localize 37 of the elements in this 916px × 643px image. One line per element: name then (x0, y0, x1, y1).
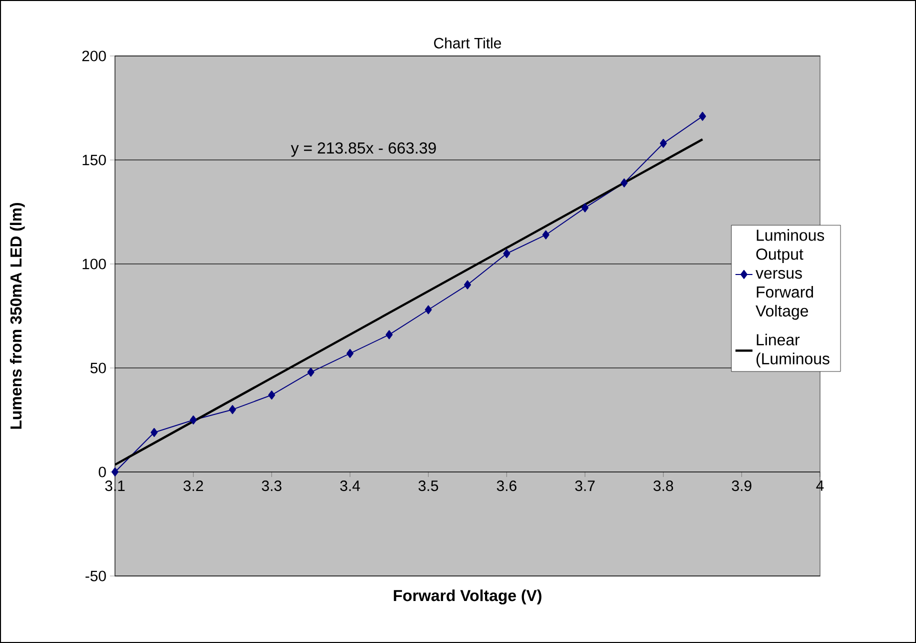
point (464, 280, 472, 290)
point (346, 348, 354, 358)
point (660, 138, 667, 148)
point (150, 428, 158, 437)
x-tick-label: 3.3 (262, 480, 282, 492)
y-tick-label: 200 (82, 50, 106, 62)
y-axis-title: Lumens from 350mA LED (lm) (10, 202, 25, 429)
x-tick-label: 3.4 (340, 480, 360, 492)
x-tick-label: 3.8 (654, 480, 674, 492)
point (112, 467, 119, 476)
x-tick-label: 3.2 (184, 480, 203, 492)
point (229, 405, 236, 414)
x-tick-label: 3.7 (575, 480, 595, 492)
point (582, 203, 589, 212)
y-tick-label: 100 (82, 258, 106, 270)
annotation: y = 213.85x - 663.39 (290, 142, 436, 157)
point (386, 330, 393, 340)
point (699, 112, 706, 121)
x-axis-title: Forward Voltage (V) (394, 590, 542, 604)
x-tick-label: 3.6 (496, 480, 516, 492)
legend-label: Luminous Output versus Forward Voltage (756, 229, 824, 320)
point (424, 305, 432, 314)
point (190, 415, 197, 424)
y-tick-label: 50 (90, 362, 106, 374)
x-tick-label: 4 (816, 480, 824, 491)
point (620, 178, 628, 188)
x-tick-label: 3.5 (418, 480, 438, 492)
y-tick-label: -50 (86, 570, 106, 582)
point (503, 249, 510, 258)
x-tick-label: 3.9 (732, 480, 752, 492)
point (307, 368, 314, 377)
point (268, 390, 276, 400)
chart-title: Chart Title (434, 37, 502, 48)
y-tick-label: 150 (82, 154, 106, 166)
y-tick-label: 0 (98, 466, 106, 478)
point (542, 230, 550, 240)
legend-label: Linear (Luminous (756, 334, 830, 368)
